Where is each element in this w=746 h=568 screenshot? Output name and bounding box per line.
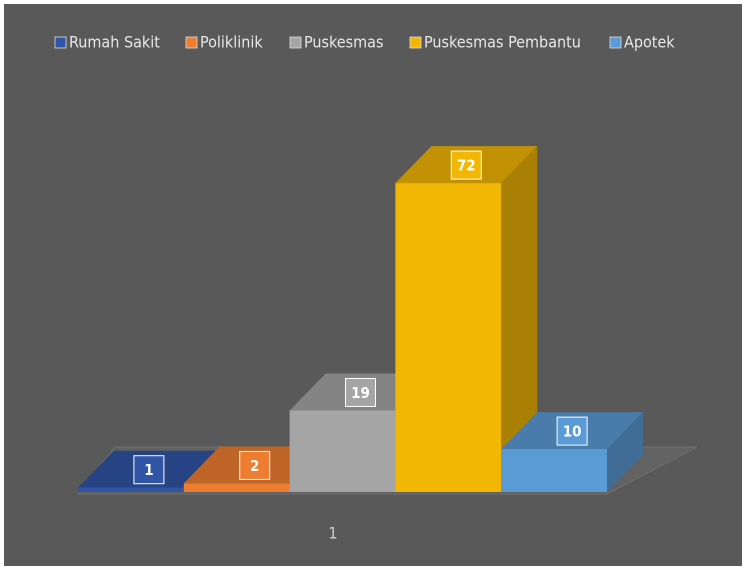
data-label: 10: [563, 423, 582, 441]
data-label: 19: [351, 384, 370, 402]
data-label-box: [345, 377, 376, 407]
bar: [78, 487, 184, 492]
legend-label: Apotek: [624, 33, 675, 52]
data-label: 72: [457, 157, 476, 175]
data-label-box: [133, 455, 165, 485]
bar: [183, 483, 290, 492]
data-label-box: [239, 450, 271, 480]
legend-label: Puskesmas Pembantu: [424, 33, 581, 52]
legend-swatch: [54, 36, 67, 49]
data-label: 2: [250, 457, 259, 475]
data-label-box: [450, 150, 482, 180]
bar: [289, 410, 396, 492]
bar: [395, 183, 502, 492]
data-label-box: [556, 416, 588, 446]
bar: [501, 449, 607, 492]
legend-swatch: [609, 36, 622, 49]
bar-side: [607, 412, 643, 492]
legend-swatch: [185, 36, 198, 49]
bar-side: [501, 146, 538, 492]
legend-swatch: [289, 36, 302, 49]
legend-label: Puskesmas: [304, 33, 384, 52]
legend-swatch: [409, 36, 422, 49]
x-tick-label: 1: [328, 524, 337, 543]
data-label: 1: [144, 461, 153, 479]
legend-label: Poliklinik: [200, 33, 263, 52]
legend-label: Rumah Sakit: [69, 33, 160, 52]
